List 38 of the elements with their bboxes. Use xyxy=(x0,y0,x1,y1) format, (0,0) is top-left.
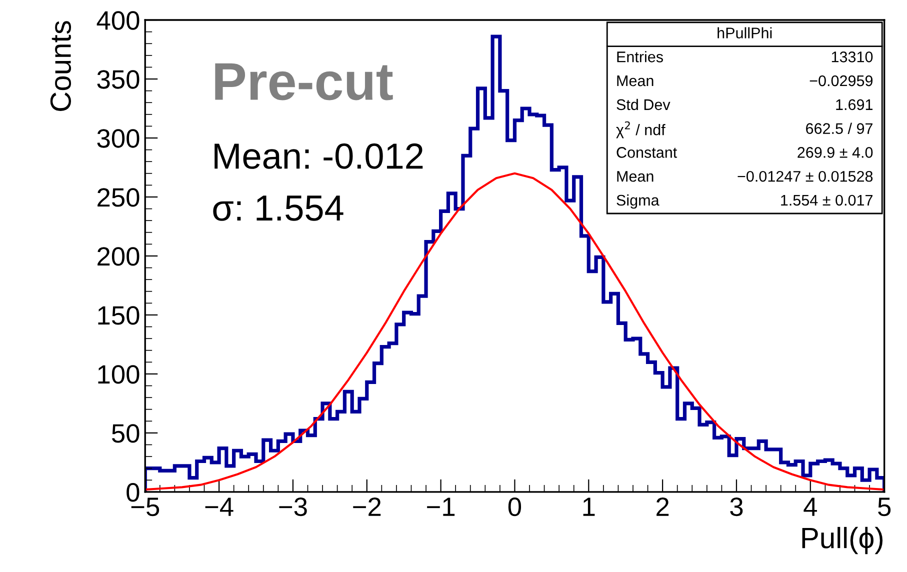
y-tick-label: 400 xyxy=(96,11,140,30)
annotation: Std Dev xyxy=(616,98,670,110)
annotation: −0.02959 xyxy=(810,75,873,86)
annotation: 662.5 / 97 xyxy=(806,122,872,134)
y-tick-label: 200 xyxy=(98,247,140,266)
x-tick-label: 3 xyxy=(730,497,743,516)
x-tick-label: 5 xyxy=(878,498,891,516)
y-tick-label: 250 xyxy=(98,188,140,207)
annotation: hPullPhi xyxy=(718,27,772,38)
y-tick-label: 150 xyxy=(98,306,140,325)
annotation: 269.9 ± 4.0 xyxy=(798,147,873,158)
x-tick-label: 4 xyxy=(804,498,817,516)
x-tick-label: −4 xyxy=(205,498,234,516)
y-tick-label: 50 xyxy=(112,424,140,443)
annotation: Pre-cut xyxy=(215,63,393,100)
x-tick-label: 2 xyxy=(656,497,669,516)
y-axis-title: Counts xyxy=(50,21,72,111)
y-tick-label: 350 xyxy=(97,70,140,89)
annotation: χ$^{2}$ / ndf xyxy=(616,121,666,138)
annotation: Entries xyxy=(617,51,663,62)
annotation: 13310 xyxy=(832,51,873,62)
annotation: Mean: -0.012 xyxy=(214,143,423,169)
annotation: Mean xyxy=(617,76,654,86)
x-tick-label: −2 xyxy=(353,497,381,516)
x-tick-label: −3 xyxy=(279,497,307,516)
annotation: 1.691 xyxy=(836,99,872,110)
annotation: Constant xyxy=(616,147,678,158)
x-tick-label: 1 xyxy=(583,498,595,516)
annotation: σ: 1.554 xyxy=(213,196,344,221)
annotation: Mean xyxy=(617,171,654,182)
x-tick-label: −1 xyxy=(427,498,455,516)
annotation: 1.554 ± 0.017 xyxy=(781,194,872,206)
x-tick-label: 0 xyxy=(508,497,522,516)
annotation: −0.01247 ± 0.01528 xyxy=(738,170,873,182)
y-tick-label: 300 xyxy=(97,129,140,148)
x-axis-title: Pull(ϕ) xyxy=(802,526,883,554)
y-tick-label: 100 xyxy=(98,365,140,384)
annotation: Sigma xyxy=(616,194,660,209)
